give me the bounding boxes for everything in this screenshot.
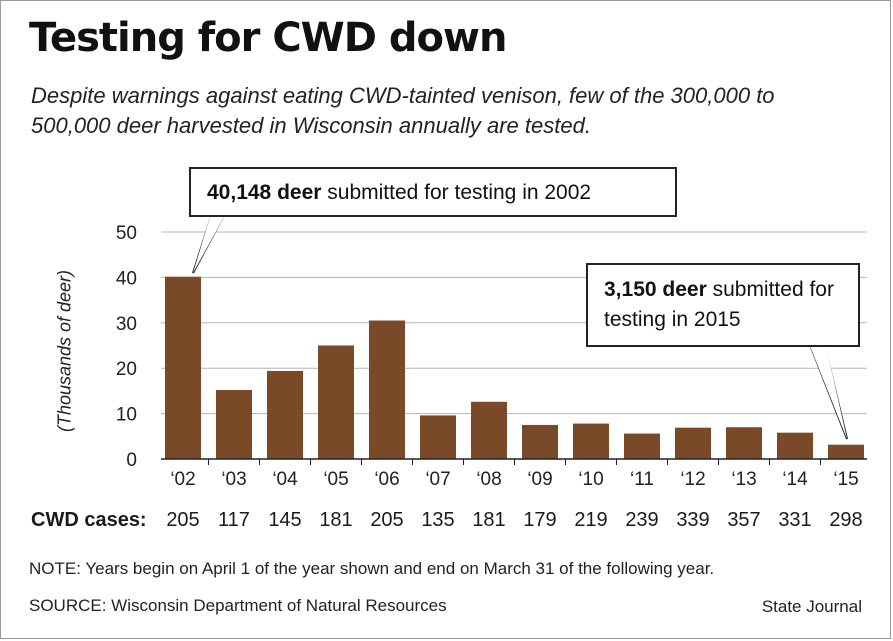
bar: [624, 433, 660, 459]
cwd-cases-value: 181: [319, 509, 353, 531]
cwd-cases-value: 205: [370, 509, 404, 531]
bar: [318, 345, 354, 459]
bar: [828, 444, 864, 459]
cwd-cases-value: 145: [268, 509, 302, 531]
x-tick-label: ‘15: [833, 469, 858, 490]
x-tick-label: ‘12: [680, 469, 705, 490]
cwd-cases-value: 298: [829, 509, 863, 531]
bar: [471, 401, 507, 459]
cwd-cases-row: CWD cases: 205 117 145 181 205 135 181 179 219 23…: [1, 509, 893, 537]
cwd-cases-value: 205: [166, 509, 200, 531]
y-tick-label: 20: [116, 359, 137, 380]
callout-2015-bold: 3,150 deer: [604, 278, 707, 301]
x-tick-label: ‘06: [374, 469, 399, 490]
y-tick-label: 30: [116, 314, 137, 335]
callout-2015-text: submitted for testing in 2015: [604, 278, 834, 331]
callout-2002-bold: 40,148 deer: [207, 181, 322, 204]
x-tick-label: ‘03: [221, 469, 246, 490]
cwd-cases-label: CWD cases:: [31, 509, 147, 531]
y-tick-label: 40: [116, 268, 137, 289]
source-text: SOURCE: Wisconsin Department of Natural …: [29, 596, 447, 615]
bar: [573, 423, 609, 459]
cwd-cases-value: 117: [218, 509, 250, 531]
bar-chart: 0 10 20 30 40 50 ‘02 ‘03 ‘04 ‘05 ‘06 ‘07 ‘08 ‘09 ‘10 ‘1…: [116, 216, 867, 490]
x-tick-label: ‘14: [782, 469, 808, 490]
credit-text: State Journal: [761, 597, 862, 616]
bar: [777, 432, 813, 459]
bar: [675, 427, 711, 459]
cwd-cases-value: 339: [676, 509, 710, 531]
callout-2002-pointer-fill: [193, 217, 224, 273]
chart-title: Testing for CWD down: [29, 15, 507, 61]
bar: [522, 424, 558, 459]
x-tick-label: ‘07: [425, 469, 450, 490]
y-tick-label: 50: [116, 223, 137, 244]
x-tick-label: ‘04: [272, 469, 298, 490]
callout-2015: 3,150 deer submitted for testing in 2015: [586, 263, 860, 347]
x-tick-label: ‘02: [170, 469, 195, 490]
x-tick-label: ‘11: [630, 469, 654, 490]
x-tick-label: ‘13: [731, 469, 756, 490]
callout-2002: 40,148 deer submitted for testing in 200…: [189, 167, 677, 217]
y-axis-label: (Thousands of deer): [54, 269, 75, 433]
bar: [267, 370, 303, 459]
cwd-cases-value: 357: [727, 509, 761, 531]
bar: [420, 415, 456, 459]
cwd-cases-value: 219: [574, 509, 608, 531]
cwd-cases-value: 181: [472, 509, 506, 531]
x-tick-label: ‘10: [578, 469, 603, 490]
cwd-cases-value: 179: [523, 509, 557, 531]
note-text: NOTE: Years begin on April 1 of the year…: [29, 559, 715, 578]
y-tick-label: 10: [116, 405, 137, 426]
bar: [165, 276, 201, 459]
callout-2015-pointer-fill: [810, 346, 847, 439]
chart-subtitle: Despite warnings against eating CWD-tain…: [31, 83, 775, 138]
callout-2002-text: submitted for testing in 2002: [321, 181, 592, 204]
cwd-cases-value: 331: [778, 509, 812, 531]
bar: [216, 389, 252, 459]
cwd-cases-value: 135: [421, 509, 455, 531]
x-tick-label: ‘09: [527, 469, 552, 490]
bar: [726, 427, 762, 459]
y-tick-label: 0: [126, 450, 137, 471]
x-tick-label: ‘08: [476, 469, 501, 490]
bar: [369, 320, 405, 459]
cwd-cases-value: 239: [625, 509, 659, 531]
x-tick-label: ‘05: [323, 469, 348, 490]
